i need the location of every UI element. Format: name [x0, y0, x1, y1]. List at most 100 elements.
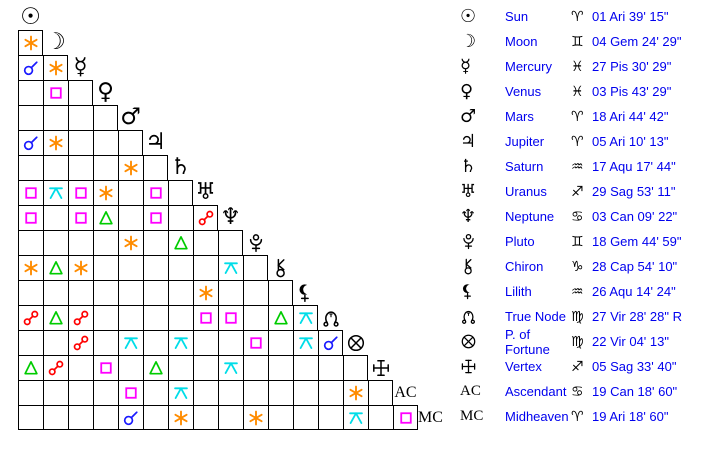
aspect-cell-mc-ac: [393, 405, 418, 430]
aspect-sextile-icon: [47, 134, 65, 152]
aspect-cell-pof-moon: [43, 330, 68, 355]
planet-glyph-cell: MC: [459, 408, 505, 425]
diagonal-chiron: [268, 255, 293, 280]
diagonal-neptune: ♆: [218, 205, 243, 230]
aspect-cell-saturn-venus: [93, 155, 118, 180]
aspect-cell-truenode-pluto: [243, 305, 268, 330]
aspect-quincunx-icon: [222, 359, 240, 377]
aspect-cell-venus-mercury: [68, 80, 93, 105]
zodiac-sign-icon: ♍: [571, 333, 584, 350]
aspect-cell-pof-venus: [93, 330, 118, 355]
aspect-cell-mc-mercury: [68, 405, 93, 430]
table-row-ac: AC Ascendant ♋ 19 Can 18' 60": [459, 379, 682, 404]
planet-glyph-cell: AC: [459, 383, 505, 400]
aspect-cell-ac-uranus: [193, 380, 218, 405]
aspect-cell-mc-sun: [18, 405, 43, 430]
aspect-cell-neptune-venus: [93, 205, 118, 230]
aspect-cell-uranus-mars: [118, 180, 143, 205]
aspect-cell-moon-sun: [18, 30, 43, 55]
aspect-cell-lilith-saturn: [168, 280, 193, 305]
planet-glyph-cell: [459, 283, 505, 300]
moon-icon: ☽: [460, 31, 477, 52]
saturn-icon: ♄: [170, 154, 191, 180]
planet-name: Venus: [505, 84, 542, 99]
aspect-cell-lilith-chiron: [268, 280, 293, 305]
planet-name: Midheaven: [505, 409, 569, 424]
aspect-trine-icon: [22, 359, 40, 377]
aspect-cell-pof-lilith: [293, 330, 318, 355]
aspect-cell-vertex-pluto: [243, 355, 268, 380]
aspect-cell-chiron-uranus: [193, 255, 218, 280]
planet-name: Jupiter: [505, 134, 545, 149]
aspect-cell-jupiter-mercury: [68, 130, 93, 155]
aspect-sextile-icon: [247, 409, 265, 427]
planet-name: Neptune: [505, 209, 555, 224]
aspect-cell-uranus-saturn: [168, 180, 193, 205]
planet-position: 03 Can 09' 22": [592, 209, 678, 224]
planet-position: 27 Vir 28' 28" R: [592, 309, 682, 324]
aspect-opposition-icon: [22, 309, 40, 327]
aspect-sextile-icon: [122, 159, 140, 177]
planet-glyph-cell: ♀: [459, 79, 505, 104]
planet-position: 22 Vir 04' 13": [592, 334, 669, 349]
table-row-vertex: Vertex ♐ 05 Sag 33' 40": [459, 354, 682, 379]
lilith-icon: [296, 283, 316, 303]
pluto-icon: [460, 233, 477, 250]
aspect-cell-mercury-sun: [18, 55, 43, 80]
venus-icon: ♀: [97, 79, 114, 105]
aspect-cell-truenode-saturn: [168, 305, 193, 330]
planet-name: Uranus: [505, 184, 547, 199]
aspect-cell-lilith-jupiter: [143, 280, 168, 305]
aspect-cell-pof-mercury: [68, 330, 93, 355]
aspect-cell-ac-pluto: [243, 380, 268, 405]
diagonal-venus: ♀: [93, 80, 118, 105]
aspect-cell-vertex-mercury: [68, 355, 93, 380]
aspect-cell-truenode-chiron: [268, 305, 293, 330]
aspect-cell-vertex-pof: [343, 355, 368, 380]
aspect-cell-ac-lilith: [293, 380, 318, 405]
table-row-moon: ☽ Moon ♊ 04 Gem 24' 29": [459, 29, 682, 54]
diagonal-pof: [343, 330, 368, 355]
venus-icon: ♀: [460, 81, 474, 102]
aspect-cell-chiron-mercury: [68, 255, 93, 280]
aspect-opposition-icon: [72, 309, 90, 327]
planet-position: 18 Gem 44' 59": [592, 234, 682, 249]
aspect-cell-pluto-moon: [43, 230, 68, 255]
aspect-cell-lilith-sun: [18, 280, 43, 305]
aspect-cell-truenode-neptune: [218, 305, 243, 330]
aspect-quincunx-icon: [297, 334, 315, 352]
aspect-cell-neptune-mercury: [68, 205, 93, 230]
aspect-cell-lilith-moon: [43, 280, 68, 305]
aspect-cell-vertex-neptune: [218, 355, 243, 380]
aspect-square-icon: [22, 184, 40, 202]
aspect-cell-pluto-neptune: [218, 230, 243, 255]
aspect-sextile-icon: [347, 384, 365, 402]
zodiac-sign-icon: ♒: [571, 158, 584, 175]
aspect-quincunx-icon: [122, 334, 140, 352]
ac-label: AC: [460, 383, 481, 399]
diagonal-jupiter: ♃: [143, 130, 168, 155]
planet-name: P. of Fortune: [505, 326, 550, 357]
aspect-cell-pluto-jupiter: [143, 230, 168, 255]
aspect-cell-mc-truenode: [318, 405, 343, 430]
aspect-cell-mars-venus: [93, 105, 118, 130]
table-row-mc: MC Midheaven ♈ 19 Ari 18' 60": [459, 404, 682, 429]
aspect-cell-chiron-venus: [93, 255, 118, 280]
aspect-sextile-icon: [197, 284, 215, 302]
aspect-cell-mars-moon: [43, 105, 68, 130]
aspect-cell-mercury-moon: [43, 55, 68, 80]
aspect-cell-pof-mars: [118, 330, 143, 355]
aspect-sextile-icon: [47, 59, 65, 77]
zodiac-sign-icon: ♍: [571, 308, 584, 325]
aspect-cell-jupiter-mars: [118, 130, 143, 155]
pof-icon: [460, 333, 477, 350]
aspect-cell-truenode-moon: [43, 305, 68, 330]
aspect-square-icon: [397, 409, 415, 427]
uranus-icon: ♅: [195, 179, 216, 205]
diagonal-moon: ☽: [43, 30, 68, 55]
planet-glyph-cell: ♅: [459, 179, 505, 204]
aspect-cell-jupiter-moon: [43, 130, 68, 155]
planet-glyph-cell: ♄: [459, 154, 505, 179]
aspect-cell-ac-moon: [43, 380, 68, 405]
aspect-cell-chiron-saturn: [168, 255, 193, 280]
